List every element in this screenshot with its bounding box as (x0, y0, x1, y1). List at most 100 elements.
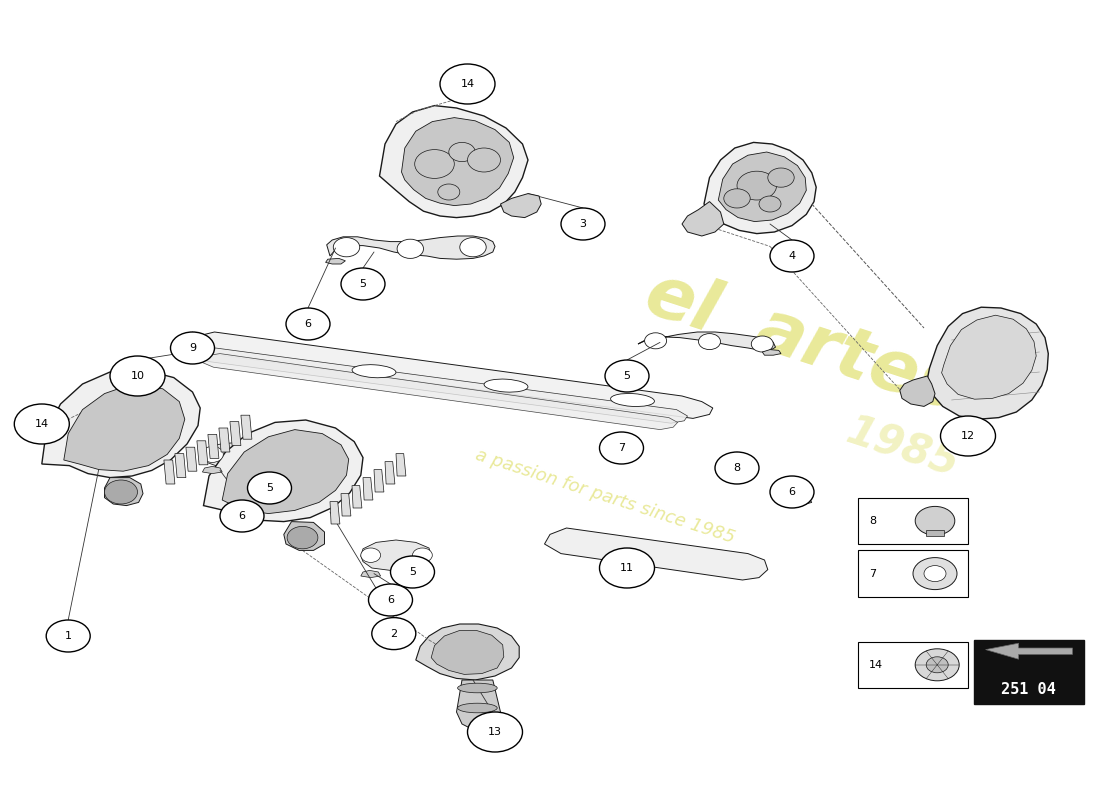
Ellipse shape (724, 457, 755, 474)
Polygon shape (192, 332, 713, 418)
Circle shape (220, 500, 264, 532)
Polygon shape (330, 502, 340, 524)
Circle shape (170, 332, 214, 364)
Circle shape (372, 618, 416, 650)
Text: 5: 5 (409, 567, 416, 577)
Circle shape (915, 649, 959, 681)
Circle shape (341, 268, 385, 300)
Circle shape (368, 584, 412, 616)
Polygon shape (942, 315, 1036, 399)
Polygon shape (786, 496, 812, 505)
Polygon shape (352, 486, 362, 508)
Polygon shape (42, 370, 200, 478)
Circle shape (770, 240, 814, 272)
Polygon shape (396, 454, 406, 476)
Text: 251 04: 251 04 (1001, 682, 1056, 697)
FancyBboxPatch shape (974, 640, 1084, 704)
Text: 3: 3 (580, 219, 586, 229)
Text: 11: 11 (620, 563, 634, 573)
Circle shape (561, 208, 605, 240)
Polygon shape (241, 415, 252, 439)
Polygon shape (900, 376, 935, 406)
Text: 13: 13 (488, 727, 502, 737)
Text: 6: 6 (789, 487, 795, 497)
Polygon shape (326, 258, 345, 264)
Circle shape (926, 657, 948, 673)
Text: 12: 12 (961, 431, 975, 441)
Polygon shape (64, 384, 185, 471)
Circle shape (915, 506, 955, 535)
Ellipse shape (603, 434, 640, 454)
Text: 5: 5 (624, 371, 630, 381)
Text: el: el (636, 260, 728, 348)
Circle shape (768, 168, 794, 187)
Polygon shape (186, 447, 197, 471)
Polygon shape (200, 354, 678, 430)
Text: 6: 6 (239, 511, 245, 521)
Circle shape (390, 556, 435, 588)
Polygon shape (201, 442, 275, 468)
Polygon shape (361, 570, 381, 578)
Text: artes: artes (747, 294, 969, 426)
Circle shape (449, 142, 475, 162)
Circle shape (460, 238, 486, 257)
Ellipse shape (458, 703, 497, 713)
Text: a passion for parts since 1985: a passion for parts since 1985 (473, 446, 737, 546)
Circle shape (737, 171, 777, 200)
Text: 5: 5 (360, 279, 366, 289)
Polygon shape (926, 530, 944, 536)
Circle shape (412, 548, 432, 562)
Polygon shape (385, 462, 395, 484)
Circle shape (440, 64, 495, 104)
Polygon shape (175, 454, 186, 478)
Circle shape (468, 712, 522, 752)
Text: 7: 7 (869, 569, 876, 578)
Circle shape (600, 548, 654, 588)
Circle shape (255, 446, 277, 462)
Polygon shape (208, 434, 219, 458)
Text: 7: 7 (618, 443, 625, 453)
Circle shape (110, 356, 165, 396)
Polygon shape (762, 350, 781, 355)
Polygon shape (164, 460, 175, 484)
Circle shape (600, 432, 643, 464)
Polygon shape (202, 466, 222, 474)
Ellipse shape (484, 379, 528, 392)
Ellipse shape (458, 683, 497, 693)
Text: 9: 9 (189, 343, 196, 353)
Polygon shape (500, 194, 541, 218)
Ellipse shape (610, 394, 654, 406)
Polygon shape (431, 630, 504, 674)
Polygon shape (416, 624, 519, 680)
Circle shape (645, 333, 667, 349)
Text: 2: 2 (390, 629, 397, 638)
Ellipse shape (610, 438, 632, 450)
Circle shape (361, 548, 381, 562)
Text: 8: 8 (869, 516, 876, 526)
Polygon shape (204, 420, 363, 522)
Polygon shape (704, 142, 816, 234)
Circle shape (698, 334, 720, 350)
Polygon shape (986, 643, 1072, 659)
Text: 5: 5 (266, 483, 273, 493)
Circle shape (468, 148, 500, 172)
Polygon shape (638, 332, 776, 350)
Polygon shape (327, 236, 495, 259)
Circle shape (286, 308, 330, 340)
Circle shape (724, 189, 750, 208)
Circle shape (46, 620, 90, 652)
Circle shape (397, 239, 424, 258)
Circle shape (104, 480, 138, 504)
Circle shape (248, 472, 292, 504)
Polygon shape (402, 118, 514, 206)
Circle shape (333, 238, 360, 257)
Text: 14: 14 (869, 660, 883, 670)
Circle shape (715, 452, 759, 484)
Text: 14: 14 (35, 419, 48, 429)
Text: 10: 10 (131, 371, 144, 381)
Circle shape (438, 184, 460, 200)
Circle shape (751, 336, 773, 352)
Circle shape (770, 476, 814, 508)
Ellipse shape (352, 365, 396, 378)
Text: 8: 8 (734, 463, 740, 473)
